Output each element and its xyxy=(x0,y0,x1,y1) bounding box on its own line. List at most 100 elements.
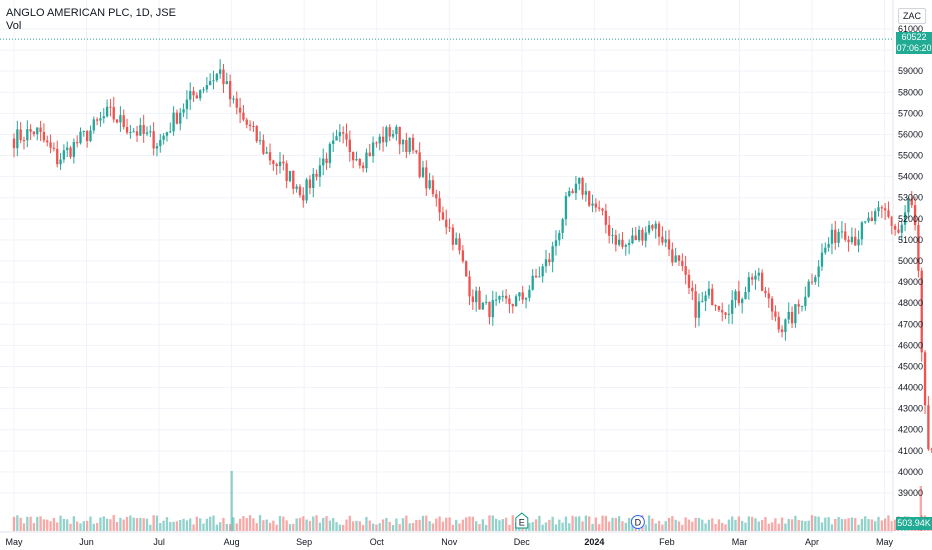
volume-bar xyxy=(179,519,182,531)
volume-bar xyxy=(139,517,142,531)
volume-bar xyxy=(531,522,534,531)
volume-bar xyxy=(425,515,428,531)
volume-bar xyxy=(651,518,654,531)
symbol-title[interactable]: ANGLO AMERICAN PLC, 1D, JSE xyxy=(6,7,176,19)
volume-bar xyxy=(381,519,385,531)
volume-bar xyxy=(332,518,335,531)
volume-bar xyxy=(95,523,99,531)
candle-body xyxy=(421,167,425,177)
volume-bar xyxy=(498,520,501,531)
volume-indicator-label[interactable]: Vol xyxy=(6,20,22,32)
candle-body xyxy=(22,140,26,142)
volume-bar xyxy=(594,517,598,531)
volume-bar xyxy=(275,524,278,531)
candle-body xyxy=(62,150,66,160)
candle-body xyxy=(608,224,611,236)
volume-bar xyxy=(109,519,112,531)
candle-body xyxy=(834,229,837,243)
volume-bar xyxy=(671,516,674,531)
volume-bar xyxy=(727,519,731,531)
time-tick-label: Oct xyxy=(370,537,385,547)
volume-bar xyxy=(541,524,544,531)
volume-bar xyxy=(837,516,840,531)
candle-body xyxy=(707,288,711,296)
volume-bar xyxy=(39,516,42,531)
volume-bar xyxy=(681,524,684,531)
volume-bar xyxy=(428,521,431,531)
candle-body xyxy=(528,289,531,298)
volume-bar xyxy=(72,516,76,531)
volume-bar xyxy=(883,518,887,531)
volume-bar xyxy=(621,521,624,531)
time-axis[interactable]: May Jun Jul Aug Sep Oct Nov Dec 2024 Feb Mar Apr May xyxy=(5,537,893,547)
candle-body xyxy=(767,293,770,299)
volume-bar xyxy=(481,519,484,531)
candle-body xyxy=(262,140,265,154)
candle-body xyxy=(445,219,448,228)
candle-body xyxy=(784,319,787,333)
volume-bar xyxy=(16,515,19,531)
volume-bar xyxy=(797,520,800,531)
volume-bar xyxy=(674,519,677,531)
volume-bar xyxy=(26,516,29,531)
volume-bar xyxy=(189,518,192,531)
volume-bar xyxy=(391,524,395,531)
price-axis[interactable]: 39000 40000 41000 42000 43000 44000 45000 46000… xyxy=(898,24,923,498)
volume-bar xyxy=(388,521,391,531)
volume-bar xyxy=(212,515,215,531)
candle-body xyxy=(368,152,371,157)
candle-body xyxy=(847,239,850,243)
volume-bar xyxy=(105,518,109,531)
candle-body xyxy=(591,203,594,206)
price-tick-label: 47000 xyxy=(898,319,923,329)
currency-badge[interactable]: ZAC xyxy=(898,8,926,24)
volume-bar xyxy=(165,517,169,531)
volume-bar xyxy=(807,520,810,531)
time-tick-label: Mar xyxy=(732,537,748,547)
candle-body xyxy=(704,295,707,302)
volume-bar xyxy=(245,518,248,531)
candle-body xyxy=(657,223,661,237)
candle-body xyxy=(159,139,162,147)
candle-body xyxy=(59,159,62,165)
candle-body xyxy=(348,139,351,153)
volume-bar xyxy=(458,523,461,531)
candle-body xyxy=(441,212,445,220)
volume-bar xyxy=(528,522,531,531)
event-markers[interactable]: EDED⚡ xyxy=(515,512,932,529)
volume-bar xyxy=(112,515,115,531)
candle-body xyxy=(927,405,930,450)
candle-body xyxy=(647,225,651,233)
candle-body xyxy=(584,191,588,195)
volume-bar xyxy=(159,523,162,531)
candle-body xyxy=(395,126,398,135)
volume-bars xyxy=(12,471,932,531)
volume-bar xyxy=(182,518,185,531)
candle-body xyxy=(684,266,687,275)
candle-body xyxy=(135,131,139,136)
volume-bar xyxy=(744,522,747,531)
volume-bar xyxy=(667,517,671,531)
candle-body xyxy=(145,132,149,134)
volume-bar xyxy=(209,516,212,531)
candle-body xyxy=(913,205,917,226)
candle-body xyxy=(105,106,109,117)
volume-bar xyxy=(571,515,574,531)
volume-bar xyxy=(824,517,827,531)
candle-body xyxy=(149,131,152,133)
candle-body xyxy=(631,235,634,244)
candle-body xyxy=(32,131,36,135)
candle-body xyxy=(548,259,551,263)
candle-body xyxy=(677,255,681,261)
volume-bar xyxy=(734,519,737,531)
volume-bar xyxy=(757,521,760,531)
candle-body xyxy=(199,90,202,99)
volume-bar xyxy=(451,524,455,531)
volume-bar xyxy=(830,524,834,531)
candle-body xyxy=(99,118,102,121)
candle-body xyxy=(697,301,701,318)
candle-body xyxy=(478,290,481,310)
volume-bar xyxy=(731,516,734,531)
candle-body xyxy=(687,274,691,288)
